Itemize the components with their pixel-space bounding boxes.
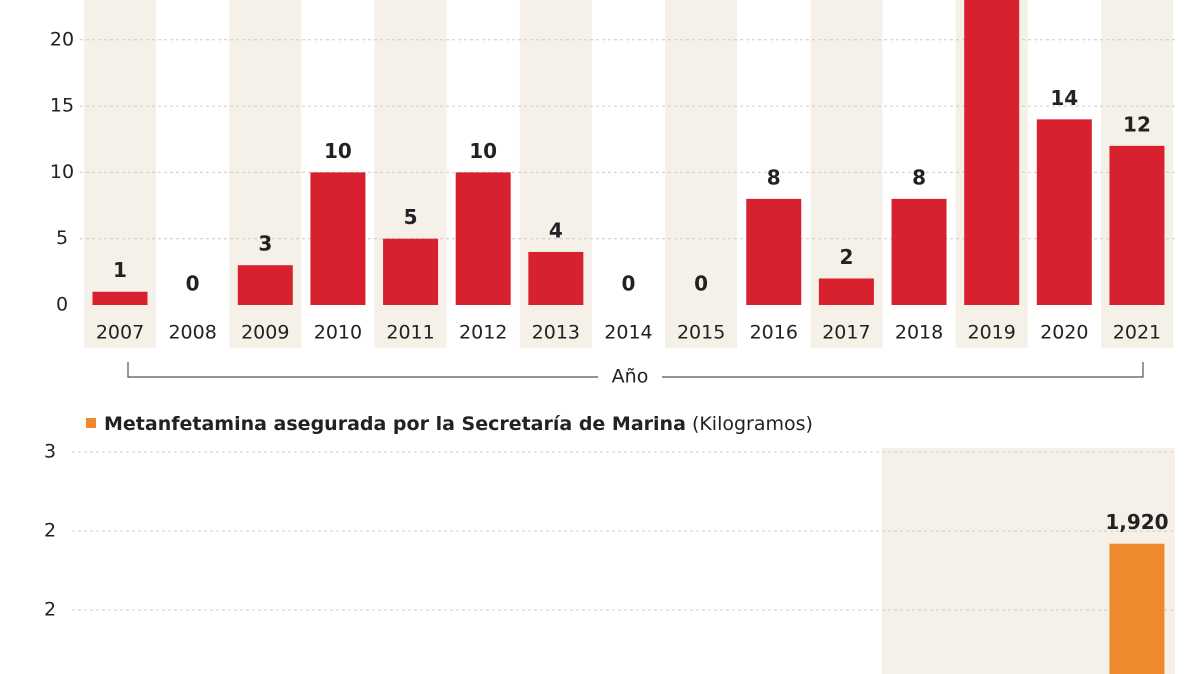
- data-label: 10: [324, 139, 352, 163]
- x-tick-label: 2019: [968, 322, 1016, 344]
- bar: [528, 251, 584, 305]
- bar: [1036, 119, 1092, 305]
- data-label: 0: [694, 272, 708, 296]
- y-tick-label: 0: [56, 294, 68, 316]
- data-label: 0: [622, 272, 636, 296]
- data-label: 10: [469, 139, 497, 163]
- data-label: 2: [839, 245, 853, 269]
- stripe: [84, 0, 156, 348]
- data-label: 12: [1123, 112, 1151, 136]
- y-tick-label: 3: [44, 441, 56, 463]
- y-tick-label: 10: [50, 161, 74, 183]
- y-tick-label: 2: [44, 520, 56, 542]
- stripe: [665, 0, 738, 348]
- chart-title: Metanfetamina asegurada por la Secretarí…: [104, 413, 813, 435]
- x-tick-label: 2007: [96, 322, 144, 344]
- bar: [746, 198, 802, 305]
- x-tick-label: 2011: [386, 322, 434, 344]
- x-tick-label: 2009: [241, 322, 289, 344]
- y-tick-label: 20: [50, 28, 74, 50]
- data-label: 8: [767, 165, 781, 189]
- x-tick-label: 2008: [168, 322, 216, 344]
- x-tick-label: 2021: [1113, 322, 1161, 344]
- data-label: 5: [404, 205, 418, 229]
- x-tick-label: 2010: [314, 322, 362, 344]
- y-tick-label: 2: [44, 599, 56, 621]
- bar: [818, 278, 874, 305]
- data-label: 1,920: [1105, 510, 1168, 534]
- data-label: 4: [549, 218, 563, 242]
- bar: [964, 0, 1020, 305]
- data-label: 8: [912, 165, 926, 189]
- bar: [1109, 145, 1165, 305]
- x-tick-label: 2013: [532, 322, 580, 344]
- y-tick-label: 5: [56, 227, 68, 249]
- legend-swatch: [86, 418, 96, 428]
- bar: [455, 172, 511, 305]
- data-label: 0: [186, 272, 200, 296]
- bar: [237, 265, 293, 305]
- y-tick-label: 15: [50, 95, 74, 117]
- data-label: 1: [113, 258, 127, 282]
- x-tick-label: 2015: [677, 322, 725, 344]
- data-label: 14: [1050, 86, 1078, 110]
- x-tick-label: 2018: [895, 322, 943, 344]
- bar: [310, 172, 366, 305]
- bar: [383, 238, 439, 305]
- bar: [1109, 543, 1165, 674]
- data-label: 3: [258, 232, 272, 256]
- bar: [92, 291, 148, 305]
- x-tick-label: 2016: [750, 322, 798, 344]
- x-tick-label: 2014: [604, 322, 652, 344]
- axis-bracket: [127, 362, 1144, 378]
- x-axis-label: Año: [612, 366, 649, 388]
- x-tick-label: 2017: [822, 322, 870, 344]
- x-tick-label: 2012: [459, 322, 507, 344]
- x-tick-label: 2020: [1040, 322, 1088, 344]
- bar: [891, 198, 947, 305]
